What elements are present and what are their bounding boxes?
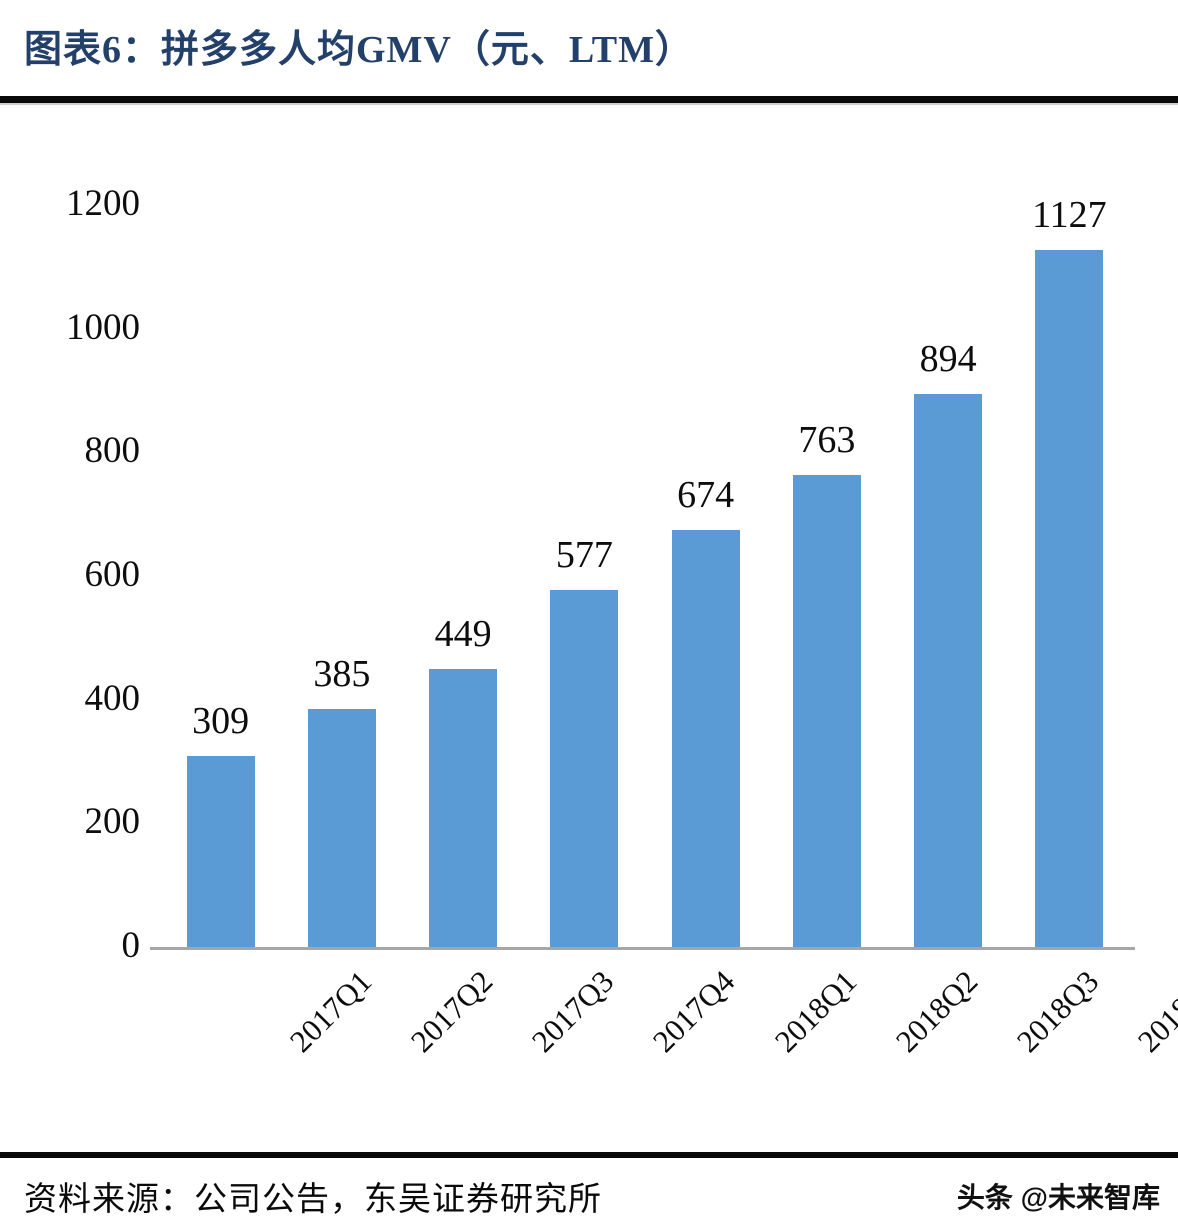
- x-axis-tick-label: 2018Q1: [767, 963, 863, 1059]
- bar[interactable]: [671, 530, 740, 947]
- source-note: 资料来源：公司公告，东吴证券研究所: [24, 1182, 602, 1218]
- bar-value-label: 385: [313, 652, 371, 695]
- bar[interactable]: [792, 475, 861, 947]
- bar[interactable]: [914, 394, 983, 947]
- y-axis-tick-label: 600: [84, 554, 141, 595]
- x-axis-tick-label: 2017Q2: [403, 963, 500, 1059]
- footer-divider: [0, 1152, 1178, 1158]
- bar-group: 309: [186, 205, 255, 947]
- bar-group: 385: [307, 205, 376, 947]
- bar-value-label: 894: [919, 338, 977, 381]
- bar-value-label: 577: [555, 534, 613, 577]
- x-axis-tick-label: 2018Q3: [1009, 963, 1106, 1059]
- y-axis-tick-label: 1000: [66, 306, 140, 348]
- bar-value-label: 309: [192, 699, 250, 742]
- y-axis: 0 200 400 600 800 1000 1200: [0, 103, 140, 1143]
- bar-group: 577: [550, 205, 619, 947]
- bar-group: 894: [914, 205, 983, 947]
- bar-group: 763: [792, 205, 861, 947]
- bar-chart: 0 200 400 600 800 1000 1200 309 385 449 577 674 763…: [0, 103, 1178, 1143]
- y-axis-tick-label: 200: [84, 801, 141, 843]
- bar[interactable]: [1035, 250, 1104, 947]
- x-axis-tick-label: 2018Q2: [888, 963, 985, 1059]
- y-axis-tick-label: 1200: [66, 183, 140, 224]
- x-axis-tick-label: 2018Q4: [1131, 963, 1178, 1059]
- bar-group: 449: [429, 205, 498, 947]
- y-axis-tick-label: 400: [84, 677, 141, 719]
- bar-group: 1127: [1032, 196, 1107, 947]
- bar-group: 674: [671, 205, 740, 947]
- page-title: 图表6：拼多多人均GMV（元、LTM）: [24, 29, 694, 71]
- bar[interactable]: [550, 590, 619, 947]
- bar-value-label: 763: [798, 419, 856, 462]
- x-axis-tick-label: 2017Q4: [646, 963, 742, 1059]
- bar[interactable]: [429, 669, 498, 947]
- y-axis-tick-label: 0: [121, 925, 141, 966]
- x-axis-tick-label: 2017Q3: [524, 963, 621, 1059]
- y-axis-tick-label: 800: [84, 430, 141, 472]
- bar-value-label: 449: [434, 613, 492, 656]
- x-axis-tick-label: 2017Q1: [282, 963, 378, 1059]
- x-axis-baseline: [150, 947, 1135, 950]
- bar[interactable]: [186, 755, 255, 947]
- title-divider: [0, 96, 1178, 103]
- bar-value-label: 1127: [1032, 194, 1107, 237]
- watermark: 头条 @未来智库: [956, 1182, 1160, 1213]
- bar[interactable]: [307, 708, 376, 947]
- bar-value-label: 674: [677, 474, 735, 517]
- plot-area: 309 385 449 577 674 763 894 1127: [160, 196, 1130, 947]
